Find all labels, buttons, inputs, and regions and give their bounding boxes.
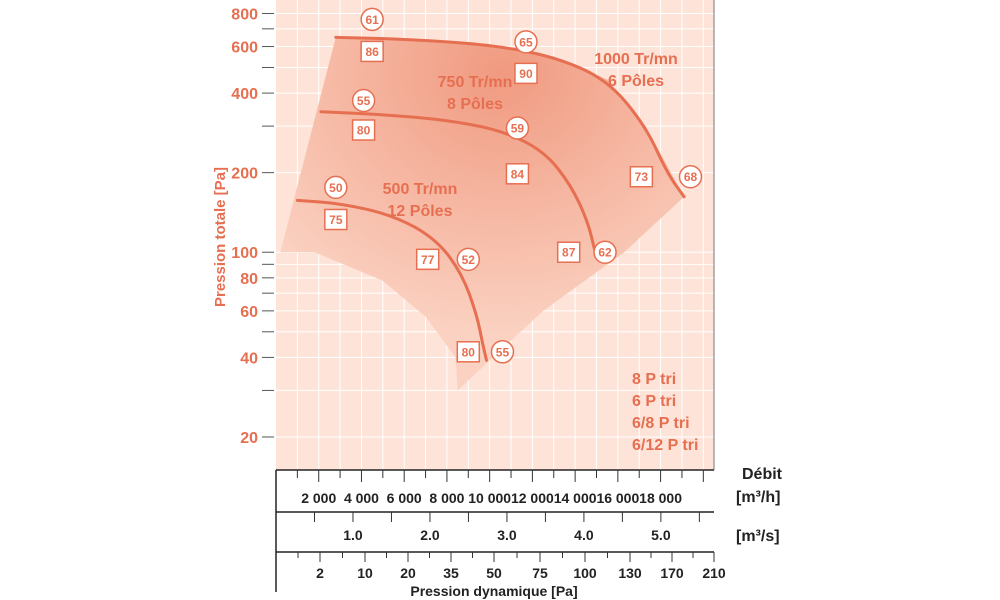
sound-level-circle-label: 55 (357, 94, 371, 108)
series-layer (295, 35, 686, 362)
operating-zone (280, 37, 685, 391)
x-tick-label-dynamic: 10 (357, 565, 373, 581)
y-tick-label: 800 (231, 7, 258, 24)
sound-level-circle (514, 30, 538, 54)
efficiency-box (514, 62, 538, 85)
x-tick-label-m3s: 3.0 (497, 527, 517, 543)
y-tick-label: 80 (240, 271, 258, 288)
legend-line: 8 P tri (632, 371, 676, 388)
efficiency-box-label: 80 (462, 345, 476, 359)
y-tick-label: 100 (231, 245, 258, 262)
x-ticks: 2 000 4 000 6 000 8 000 10 000 12 000 14 000 16… (296, 470, 726, 581)
efficiency-box (351, 119, 376, 141)
efficiency-box-label: 77 (421, 253, 435, 267)
x-axis-unit-m3s: [m³/s] (736, 528, 780, 545)
y-tick-label: 20 (240, 430, 258, 447)
x-tick-label-m3h: 10 000 (468, 490, 511, 506)
legend-line: 6/12 P tri (632, 437, 698, 454)
efficiency-box-label: 73 (635, 170, 649, 184)
x-tick-label-dynamic: 170 (660, 565, 684, 581)
sound-level-circle (505, 116, 530, 140)
sound-level-circle (456, 247, 481, 272)
sound-level-circle-label: 65 (519, 35, 533, 49)
x-axis-title: Débit (742, 466, 783, 483)
x-tick-label-dynamic: 100 (573, 565, 597, 581)
sound-level-circle-label: 52 (462, 253, 476, 267)
efficiency-box (456, 341, 481, 363)
sound-level-circle (678, 164, 703, 189)
x-tick-label-m3s: 1.0 (343, 527, 363, 543)
series-line-0 (334, 35, 686, 199)
efficiency-box-label: 90 (519, 67, 533, 81)
x-tick-label-m3h: 8 000 (429, 490, 464, 506)
y-tick-label: 40 (240, 350, 258, 367)
y-tick-label: 60 (240, 304, 258, 321)
sound-level-circle (351, 88, 376, 113)
sound-level-circle-label: 68 (684, 170, 698, 184)
sound-level-circle-label: 55 (496, 345, 510, 359)
x-tick-label-m3h: 2 000 (301, 490, 336, 506)
legend-line: 6/8 P tri (632, 415, 690, 432)
sound-level-circle (490, 340, 515, 364)
x-tick-label-dynamic: 20 (400, 565, 416, 581)
efficiency-box-label: 87 (562, 246, 576, 260)
x-axis-title-dynamic-pressure: Pression dynamique [Pa] (410, 583, 577, 599)
efficiency-box (324, 208, 348, 231)
x-tick-label-m3s: 5.0 (651, 527, 671, 543)
efficiency-box (505, 163, 530, 185)
sound-level-circle-label: 61 (365, 13, 379, 27)
series-line-2 (295, 198, 488, 362)
efficiency-box-label: 75 (329, 213, 343, 227)
efficiency-box-label: 80 (357, 124, 371, 138)
series-line-1 (319, 110, 596, 251)
curve-label-line: 750 Tr/mn (438, 74, 513, 91)
x-tick-label-m3h: 6 000 (387, 490, 422, 506)
curve-labels: 1000 Tr/mn 6 Pôles 750 Tr/mn 8 Pôles 500 Tr/… (383, 51, 678, 220)
x-tick-label-m3s: 2.0 (420, 527, 440, 543)
y-axis: 800 600 400 200 100 80 60 40 20 (231, 7, 274, 447)
efficiency-box (556, 241, 581, 263)
x-axes: 2 000 4 000 6 000 8 000 10 000 12 000 14 000 16… (275, 466, 783, 599)
x-tick-label-dynamic: 130 (618, 565, 642, 581)
sound-level-circle (593, 240, 617, 264)
x-tick-label-dynamic: 210 (702, 565, 726, 581)
curve-label-line: 12 Pôles (388, 203, 453, 220)
x-tick-label-dynamic: 2 (316, 565, 324, 581)
y-axis-title: Pression totale [Pa] (212, 167, 229, 307)
sound-level-circle (360, 7, 384, 32)
x-axis-unit-m3h: [m³/h] (736, 489, 780, 506)
x-tick-label-m3h: 18 000 (639, 490, 682, 506)
curve-label-line: 6 Pôles (608, 73, 664, 90)
x-tick-label-dynamic: 75 (532, 565, 548, 581)
x-tick-label-dynamic: 50 (486, 565, 502, 581)
marker-layer: 61 65 68 86 90 73 55 59 62 80 84 87 50 52 55 75 77 80 (324, 7, 703, 364)
x-tick-label-m3h: 14 000 (554, 490, 597, 506)
x-tick-label-m3h: 4 000 (344, 490, 379, 506)
y-tick-label: 400 (231, 86, 258, 103)
sound-level-circle-label: 50 (329, 181, 343, 195)
efficiency-box-label: 84 (511, 167, 525, 181)
sound-level-circle-label: 62 (598, 246, 612, 260)
y-tick-label: 200 (231, 166, 258, 183)
efficiency-box (360, 40, 384, 63)
efficiency-box (415, 248, 440, 271)
x-tick-label-m3h: 16 000 (596, 490, 639, 506)
efficiency-box-label: 86 (365, 45, 379, 59)
x-tick-label-dynamic: 35 (443, 565, 459, 581)
x-tick-label-m3s: 4.0 (574, 527, 594, 543)
curve-label-line: 500 Tr/mn (383, 181, 458, 198)
wiring-legend: 8 P tri 6 P tri 6/8 P tri 6/12 P tri (632, 371, 698, 454)
efficiency-box (629, 165, 654, 188)
y-tick-label: 600 (231, 40, 258, 57)
curve-label-line: 1000 Tr/mn (594, 51, 678, 68)
sound-level-circle-label: 59 (511, 122, 525, 136)
sound-level-circle (324, 175, 348, 200)
curve-label-line: 8 Pôles (447, 96, 503, 113)
x-tick-label-m3h: 12 000 (511, 490, 554, 506)
legend-line: 6 P tri (632, 393, 676, 410)
